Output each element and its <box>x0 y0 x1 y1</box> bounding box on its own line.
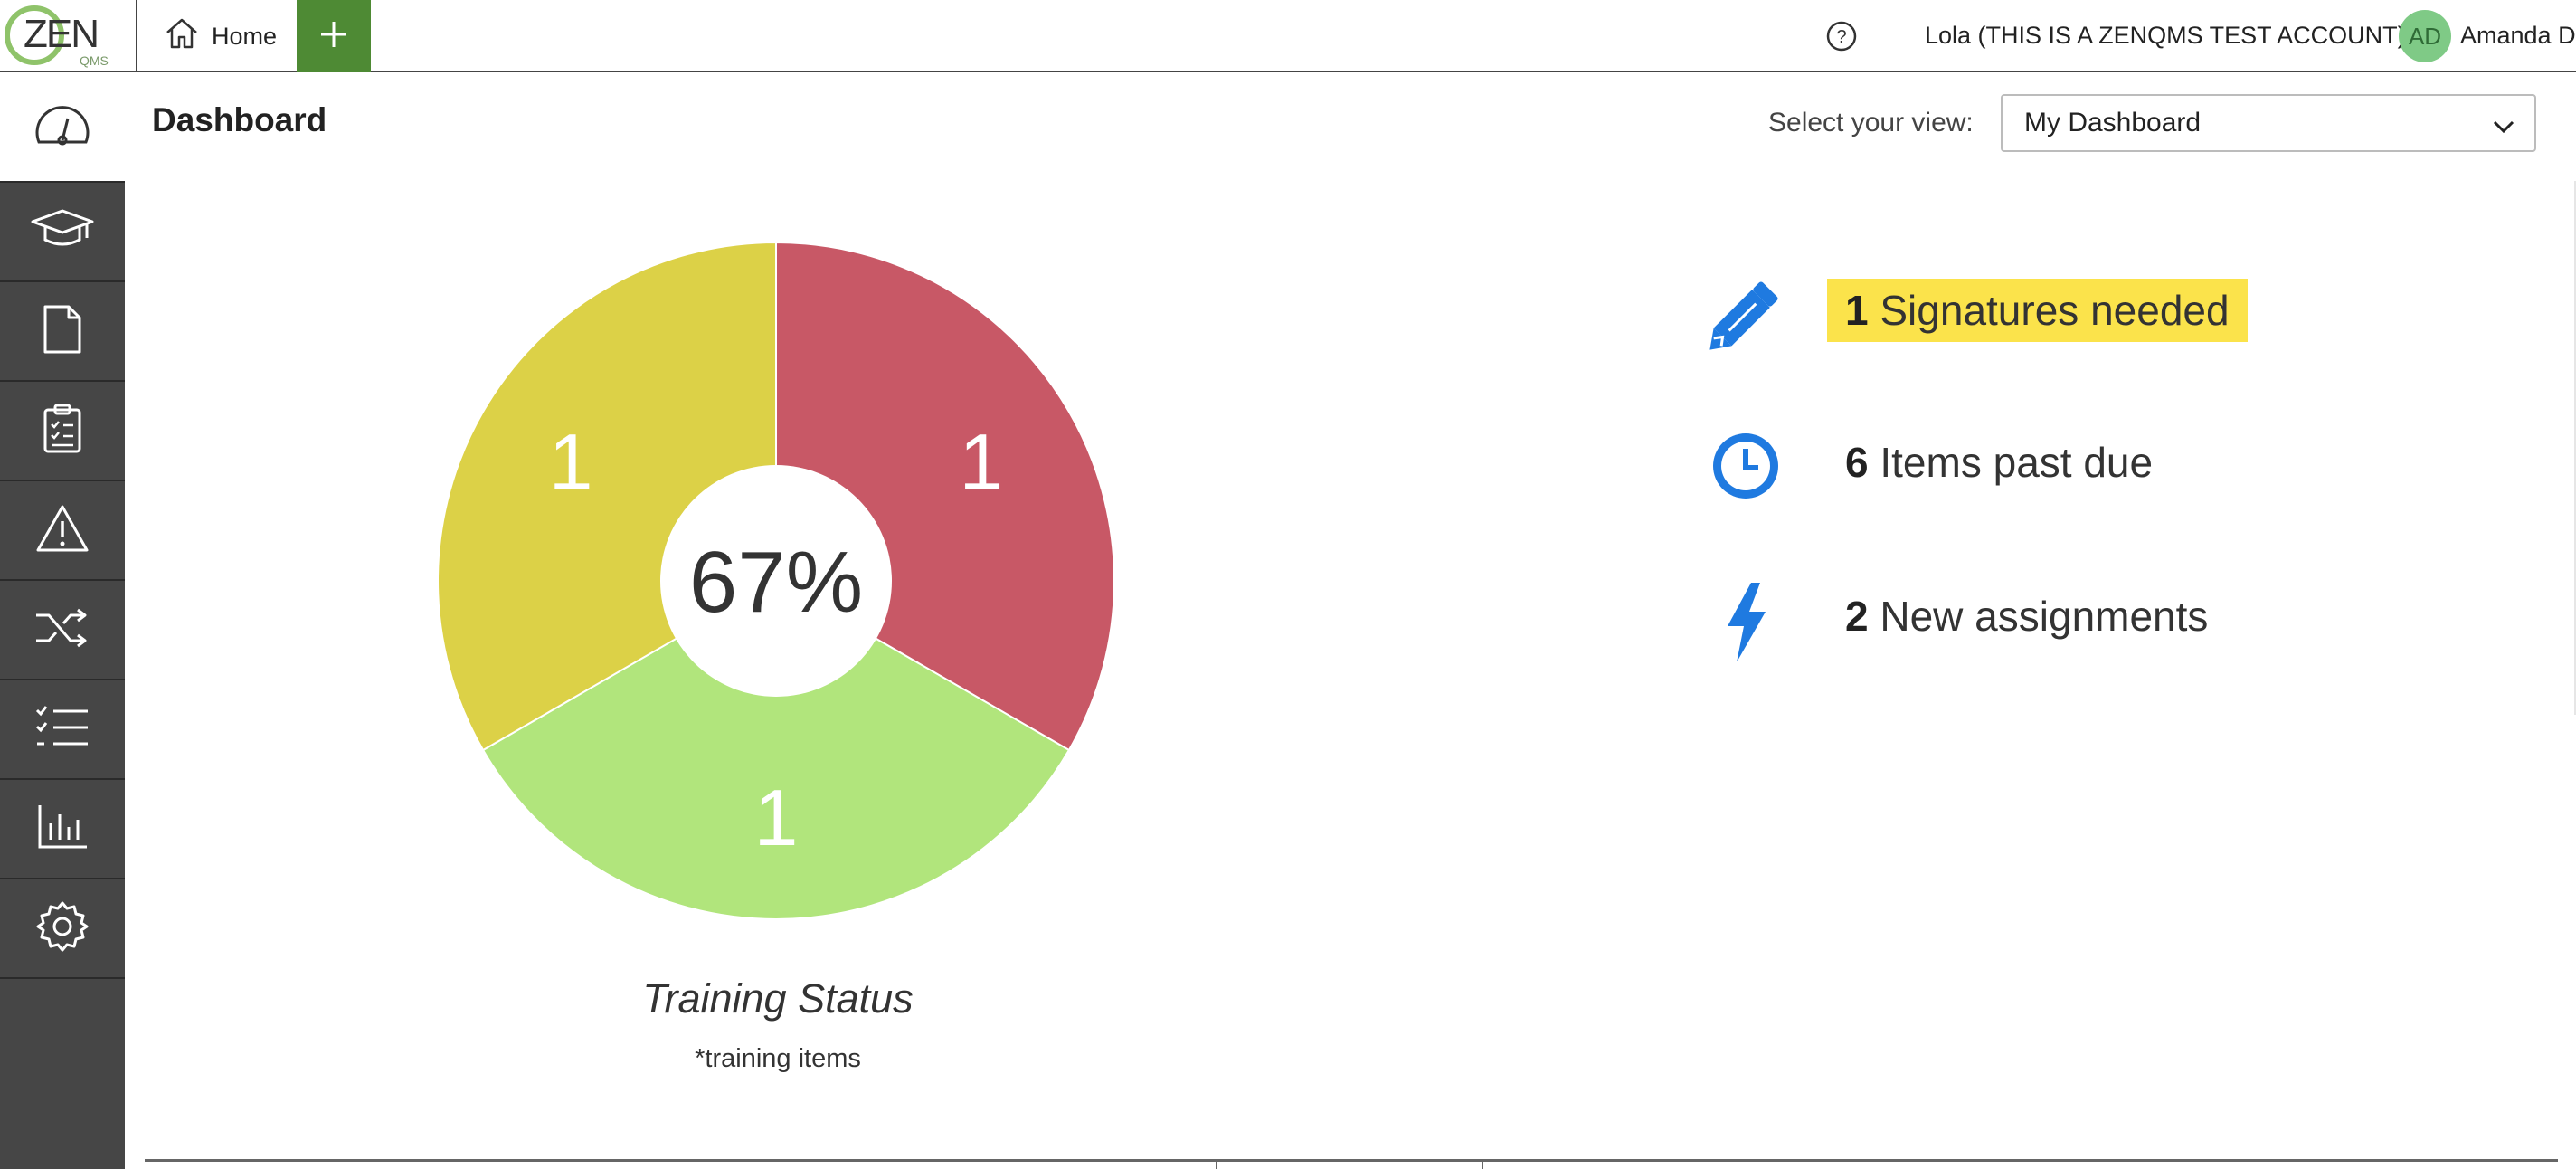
user-menu[interactable]: Amanda D <box>2460 22 2576 49</box>
chart-title: Training Status <box>642 975 914 1022</box>
donut-hole <box>660 465 892 697</box>
stat-count: 1 <box>1845 287 1869 334</box>
logo-subtext: QMS <box>80 53 109 68</box>
sidebar <box>0 72 125 1169</box>
donut-center-label: 67% <box>689 534 863 631</box>
gear-icon <box>36 900 89 957</box>
sidebar-item-risks[interactable] <box>0 481 125 581</box>
table-column-divider <box>1482 1159 1483 1169</box>
logo-text: ZEN <box>24 12 98 56</box>
svg-text:?: ? <box>1836 27 1846 47</box>
add-new-button[interactable] <box>297 0 371 72</box>
sidebar-item-audits[interactable] <box>0 382 125 481</box>
stat-count: 6 <box>1845 439 1869 486</box>
training-status-chart: 1 1 1 67% <box>437 241 1115 920</box>
sidebar-item-documents[interactable] <box>0 282 125 382</box>
pencil-icon <box>1700 273 1791 359</box>
home-tab-label: Home <box>212 22 278 50</box>
stat-label: 2 New assignments <box>1827 584 2226 648</box>
pie-slice-1[interactable] <box>481 579 1071 920</box>
stat-text: New assignments <box>1880 593 2209 640</box>
stat-label: 1 Signatures needed <box>1827 279 2248 342</box>
view-select-dropdown[interactable]: My Dashboard <box>2001 94 2536 152</box>
shuffle-icon <box>34 604 90 656</box>
dashboard-gauge-icon <box>33 100 91 154</box>
lightning-icon <box>1700 579 1791 665</box>
account-name[interactable]: Lola (THIS IS A ZENQMS TEST ACCOUNT) <box>1925 22 2406 49</box>
table-column-divider <box>1216 1159 1217 1169</box>
sidebar-item-reports[interactable] <box>0 780 125 879</box>
sidebar-item-settings[interactable] <box>0 879 125 979</box>
stat-label: 6 Items past due <box>1827 431 2171 494</box>
pie-slice-label-0: 1 <box>959 417 1003 507</box>
home-icon <box>165 17 199 56</box>
scrollbar-track[interactable] <box>2574 181 2576 715</box>
sidebar-item-training[interactable] <box>0 183 125 282</box>
avatar[interactable]: AD <box>2399 10 2451 62</box>
stat-text: Items past due <box>1880 439 2154 486</box>
sidebar-item-dashboard[interactable] <box>0 72 125 183</box>
sidebar-item-change-control[interactable] <box>0 581 125 680</box>
clock-icon <box>1700 425 1791 511</box>
top-bar: ZEN QMS Home ? Lola (THIS IS A ZENQMS TE… <box>0 0 2576 72</box>
stat-count: 2 <box>1845 593 1869 640</box>
checklist-icon <box>35 705 90 755</box>
stat-text: Signatures needed <box>1880 287 2230 334</box>
warning-triangle-icon <box>34 503 90 558</box>
chevron-down-icon <box>2491 114 2516 145</box>
view-select-value: My Dashboard <box>2024 108 2202 138</box>
pie-slice-label-1: 1 <box>754 773 799 862</box>
sidebar-item-tasks[interactable] <box>0 680 125 780</box>
view-select-label: Select your view: <box>1768 108 1974 138</box>
document-icon <box>42 303 83 360</box>
tab-home[interactable]: Home <box>137 0 297 72</box>
clipboard-checklist-icon <box>42 403 83 460</box>
zen-qms-logo[interactable]: ZEN QMS <box>0 0 137 72</box>
help-icon[interactable]: ? <box>1825 20 1858 57</box>
pie-slice-label-2: 1 <box>549 417 593 507</box>
table-header-border <box>145 1159 2558 1162</box>
plus-icon <box>318 19 349 54</box>
chart-subtitle: *training items <box>695 1044 861 1073</box>
graduation-cap-icon <box>31 207 94 257</box>
page-title: Dashboard <box>152 101 327 138</box>
bar-chart-icon <box>36 803 89 855</box>
